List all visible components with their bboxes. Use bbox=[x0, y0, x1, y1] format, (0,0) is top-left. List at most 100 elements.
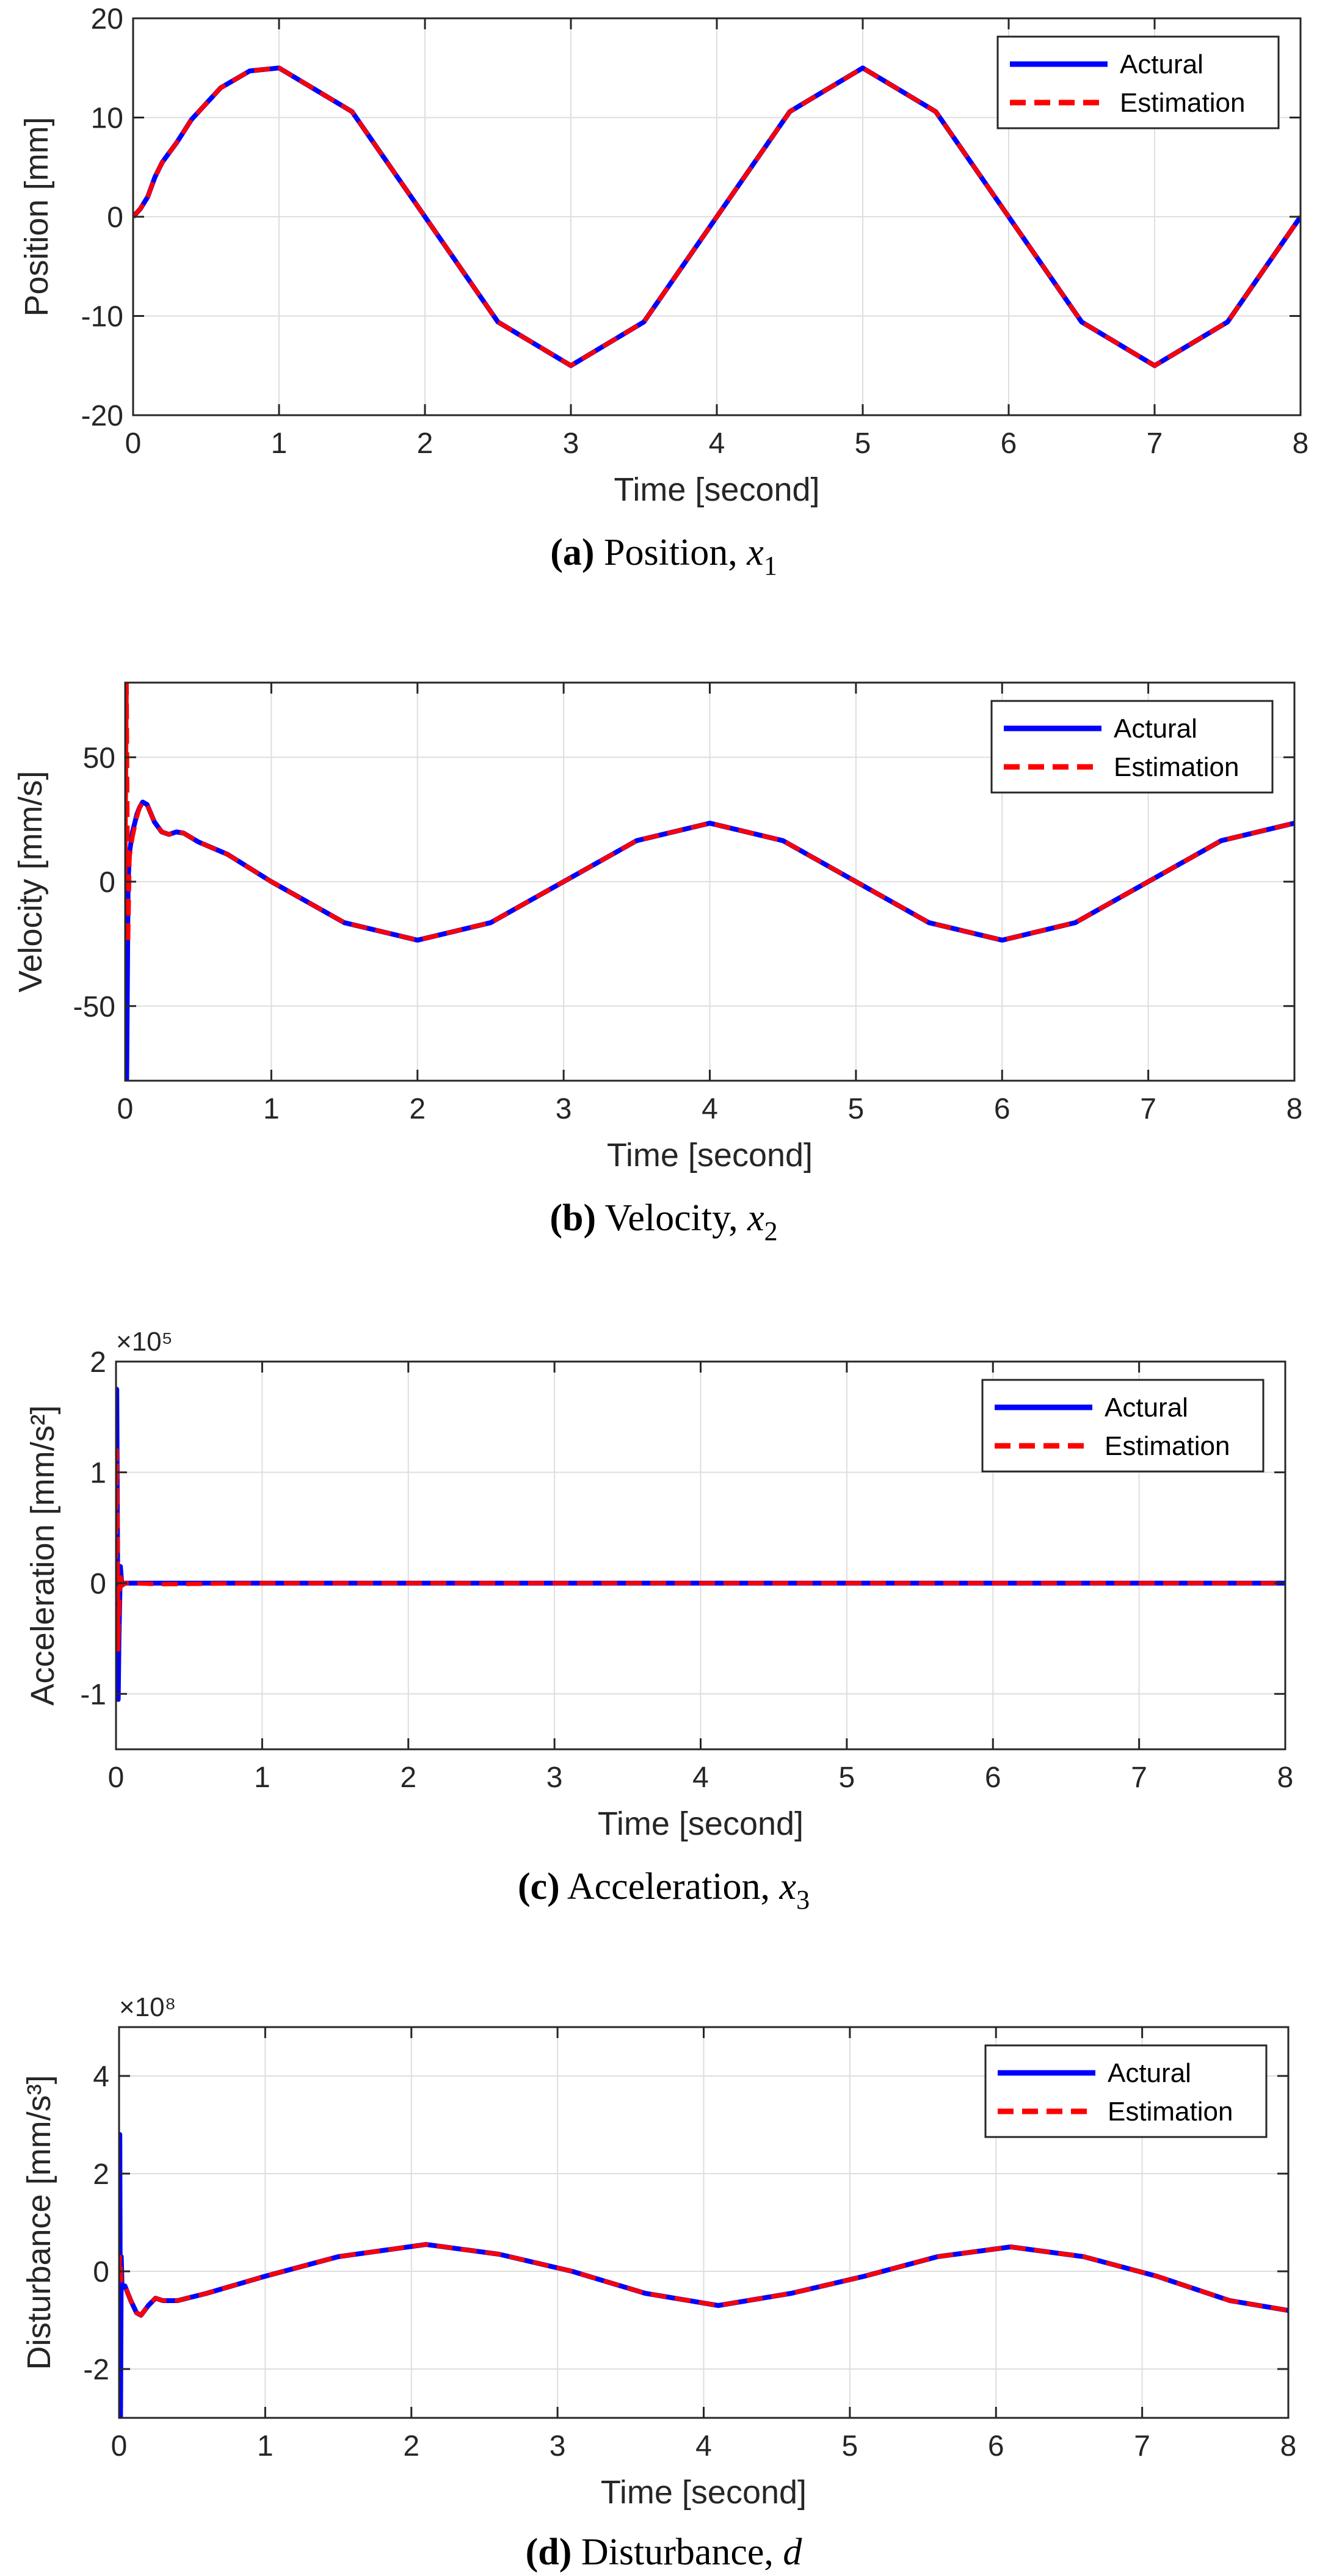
legend: Actural Estimation bbox=[990, 700, 1274, 794]
legend-box bbox=[981, 1379, 1265, 1473]
x-tick-label: 3 bbox=[556, 1093, 572, 1125]
series-line-estimation bbox=[133, 65, 1301, 368]
x-tick-label: 2 bbox=[403, 2430, 419, 2462]
legend-label: Estimation bbox=[1114, 752, 1239, 782]
y-tick-label: 10 bbox=[91, 103, 123, 135]
legend-label: Estimation bbox=[1120, 88, 1245, 118]
axis-multiplier: ×10⁵ bbox=[116, 1327, 173, 1357]
x-tick-label: 2 bbox=[417, 427, 434, 460]
x-tick-label: 4 bbox=[692, 1761, 709, 1794]
x-tick-label: 7 bbox=[1140, 1093, 1156, 1125]
y-tick-label: -10 bbox=[81, 301, 123, 333]
caption-text: Position, bbox=[594, 532, 747, 573]
x-tick-label: 3 bbox=[546, 1761, 563, 1794]
x-axis-label: Time [second] bbox=[614, 471, 819, 508]
y-axis-label: Velocity [mm/s] bbox=[12, 771, 49, 992]
caption-variable: d bbox=[783, 2531, 802, 2573]
x-tick-label: 4 bbox=[695, 2430, 712, 2462]
legend: Actural Estimation bbox=[981, 1379, 1265, 1473]
x-tick-label: 1 bbox=[271, 427, 288, 460]
x-tick-label: 7 bbox=[1131, 1761, 1147, 1794]
x-tick-label: 1 bbox=[254, 1761, 270, 1794]
x-axis-label: Time [second] bbox=[601, 2474, 807, 2511]
caption-letter: (c) bbox=[518, 1866, 560, 1907]
caption-text: Velocity, bbox=[596, 1197, 747, 1239]
x-tick-label: 1 bbox=[263, 1093, 280, 1125]
legend: Actural Estimation bbox=[996, 35, 1280, 129]
axis-multiplier: ×10⁸ bbox=[119, 1992, 176, 2022]
caption-subscript: 1 bbox=[764, 551, 777, 581]
y-tick-label: -2 bbox=[83, 2354, 109, 2386]
x-tick-label: 5 bbox=[855, 427, 871, 460]
legend-label: Actural bbox=[1105, 1393, 1188, 1423]
x-tick-label: 0 bbox=[117, 1093, 134, 1125]
x-tick-label: 6 bbox=[994, 1093, 1011, 1125]
x-tick-label: 7 bbox=[1147, 427, 1163, 460]
y-tick-label: 0 bbox=[99, 866, 115, 899]
x-tick-label: 1 bbox=[257, 2430, 274, 2462]
x-tick-label: 5 bbox=[839, 1761, 855, 1794]
legend-label: Estimation bbox=[1105, 1431, 1230, 1461]
y-tick-label: 2 bbox=[90, 1346, 106, 1379]
chart-panel-a: 0 1 2 3 4 5 6 7 8 -20 -10 0 10 20 Time [second] Positio… bbox=[18, 3, 1308, 581]
legend-label: Estimation bbox=[1108, 2097, 1233, 2127]
series-line-estimation bbox=[125, 683, 1294, 946]
x-tick-label: 0 bbox=[125, 427, 142, 460]
x-tick-label: 7 bbox=[1134, 2430, 1150, 2462]
figure-caption: (b) Velocity, x2 bbox=[550, 1197, 777, 1246]
x-tick-label: 0 bbox=[108, 1761, 125, 1794]
caption-letter: (d) bbox=[526, 2531, 572, 2573]
x-tick-label: 8 bbox=[1293, 427, 1309, 460]
y-tick-label: 2 bbox=[93, 2158, 109, 2191]
legend-label: Actural bbox=[1108, 2058, 1191, 2088]
x-tick-label: 8 bbox=[1277, 1761, 1294, 1794]
x-tick-label: 8 bbox=[1286, 1093, 1303, 1125]
y-tick-label: 20 bbox=[91, 3, 123, 35]
caption-subscript: 3 bbox=[796, 1885, 810, 1915]
y-tick-label: 0 bbox=[107, 201, 123, 234]
x-tick-label: 3 bbox=[550, 2430, 566, 2462]
y-axis-label: Disturbance [mm/s³] bbox=[21, 2075, 57, 2370]
x-tick-label: 4 bbox=[702, 1093, 718, 1125]
caption-letter: (b) bbox=[550, 1197, 596, 1239]
legend-box bbox=[996, 35, 1280, 129]
legend-box bbox=[984, 2044, 1268, 2138]
x-tick-label: 5 bbox=[842, 2430, 858, 2462]
x-tick-label: 2 bbox=[400, 1761, 416, 1794]
y-tick-label: 50 bbox=[83, 742, 115, 774]
caption-variable: x bbox=[779, 1866, 797, 1907]
x-tick-label: 2 bbox=[409, 1093, 426, 1125]
x-tick-label: 6 bbox=[988, 2430, 1004, 2462]
y-tick-label: 1 bbox=[90, 1457, 106, 1489]
caption-text: Acceleration, bbox=[560, 1866, 780, 1907]
caption-letter: (a) bbox=[550, 532, 594, 573]
y-tick-label: 0 bbox=[93, 2256, 109, 2288]
x-tick-label: 6 bbox=[1001, 427, 1017, 460]
x-tick-label: 5 bbox=[848, 1093, 865, 1125]
figure-caption: (d) Disturbance, d bbox=[526, 2531, 803, 2573]
x-tick-label: 4 bbox=[709, 427, 725, 460]
legend-label: Actural bbox=[1120, 49, 1203, 79]
y-tick-label: -50 bbox=[73, 991, 115, 1023]
x-tick-label: 6 bbox=[985, 1761, 1001, 1794]
y-tick-label: -20 bbox=[81, 400, 123, 432]
legend-label: Actural bbox=[1114, 714, 1197, 744]
y-tick-label: -1 bbox=[80, 1678, 106, 1711]
x-tick-label: 3 bbox=[563, 427, 579, 460]
y-tick-label: 4 bbox=[93, 2061, 109, 2093]
chart-panel-c: 0 1 2 3 4 5 6 7 8 -1 0 1 2 ×10⁵ Time [second] Accelerat… bbox=[24, 1327, 1293, 1915]
x-tick-label: 8 bbox=[1280, 2430, 1297, 2462]
caption-variable: x bbox=[747, 1197, 764, 1239]
x-tick-label: 0 bbox=[111, 2430, 128, 2462]
y-axis-label: Acceleration [mm/s²] bbox=[24, 1405, 61, 1705]
caption-variable: x bbox=[746, 532, 764, 573]
chart-panel-b: 0 1 2 3 4 5 6 7 8 -50 0 50 Time [second] Velocity [mm… bbox=[12, 681, 1303, 1246]
y-tick-label: 0 bbox=[90, 1568, 106, 1600]
legend: Actural Estimation bbox=[984, 2044, 1268, 2138]
chart-panel-d: 0 1 2 3 4 5 6 7 8 -2 0 2 4 ×10⁸ Time [second] Disturban… bbox=[21, 1992, 1296, 2573]
series-line-estimation bbox=[119, 2242, 1288, 2318]
legend-box bbox=[990, 700, 1274, 794]
x-axis-label: Time [second] bbox=[607, 1137, 813, 1174]
figure-caption: (a) Position, x1 bbox=[550, 532, 777, 581]
